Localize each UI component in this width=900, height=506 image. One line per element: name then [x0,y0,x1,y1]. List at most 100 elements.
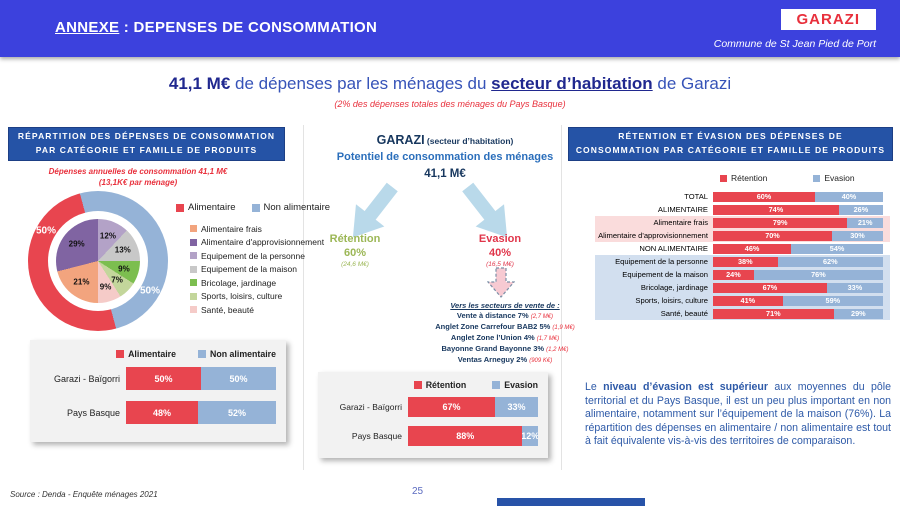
legend-label: Rétention [425,380,467,390]
main-subtitle: (2% des dépenses totales des ménages du … [334,99,566,109]
page-title: ANNEXE : DEPENSES DE CONSOMMATION [55,19,377,36]
row-label: ALIMENTAIRE [657,205,708,214]
commune-subtitle: Commune de St Jean Pied de Port [713,38,876,50]
commentary-text: Le niveau d’évasion est supérieur aux mo… [585,381,891,449]
legend-item-alimentaire-frais: Alimentaire frais [190,222,330,236]
bar-segment-retention: 67% [713,282,827,293]
bar-row-label: Pays Basque [351,431,402,441]
destination-line: Vente à distance 7% (2,7 M€) [430,311,580,322]
stacked-bar: 70% 30% [713,230,883,241]
donut-chart: 12% 13% 9% 7% 9% 21% 29% 50% 50% [28,191,168,331]
evasion-pct: 40% [488,247,512,259]
bar-segment-retention: 74% [713,204,839,215]
table-row: Equipement de la maison 24% 76% [595,268,890,281]
title-highlight: secteur d’habitation [491,74,653,93]
legend-swatch-icon [492,381,501,389]
header-bar: ANNEXE : DEPENSES DE CONSOMMATION GARAZI… [0,0,900,57]
page-title-rest: : DEPENSES DE CONSOMMATION [119,19,378,36]
bar-value: 33% [847,283,863,292]
bar-segment-retention: 41% [713,295,783,306]
stacked-bar: 88% 12% [408,426,538,446]
destination-amount: (1,2 M€) [546,347,569,353]
row-label: TOTAL [684,192,708,201]
stacked-bar: 48% 52% [126,401,276,424]
bar-segment-retention: 70% [713,230,832,241]
legend-label: Evasion [824,173,855,183]
stacked-bar: 67% 33% [713,282,883,293]
row-label: Santé, beauté [660,309,708,318]
bar-segment-evasion: 33% [495,397,538,417]
bar-segment-retention: 79% [713,217,848,228]
annexe-label: ANNEXE [55,19,120,36]
destination-name: Ventas Arneguy 2% [457,355,530,364]
retention-amount: (24,6 M€) [341,261,369,268]
legend-item-retention: Rétention [720,173,767,183]
destination-amount: (909 K€) [529,358,553,364]
bar-segment-retention: 88% [408,426,523,446]
column-divider [303,125,304,470]
legend-item-equipement-maison: Equipement de la maison [190,263,330,277]
bar-value: 54% [829,244,845,253]
bar-value: 40% [841,192,857,201]
evasion-amount: (16,5 M€) [486,261,514,268]
bar-value: 79% [772,218,788,227]
row-label: Bricolage, jardinage [640,283,708,292]
bar-value: 30% [850,231,865,240]
bar-value: 70% [765,231,780,240]
legend-swatch-icon [198,350,206,358]
stacked-bar: 38% 62% [713,256,883,267]
stacked-bar: 74% 26% [713,204,883,215]
table-row: Sports, loisirs, culture 41% 59% [595,294,890,307]
bar-segment-evasion: 76% [753,269,883,280]
legend-item-non-alimentaire: Non alimentaire [198,349,276,359]
bar-value: 46% [744,244,760,253]
legend-item-alimentaire: Alimentaire [176,202,236,213]
row-label: Alimentaire d'approvisionnement [598,231,708,240]
bar-value: 71% [766,309,781,318]
bar-value: 38% [737,257,753,266]
dashed-down-arrow-icon [486,267,516,304]
bar-segment-retention: 38% [713,256,778,267]
destination-amount: (1,7 M€) [536,336,560,342]
legend-label: Evasion [504,380,538,390]
bar-value: 50% [154,373,173,384]
evasion-block: Evasion 40% (16,5 M€) [460,233,540,268]
row-label: Alimentaire frais [653,218,708,227]
ring-label-alimentaire: 50% [35,225,57,237]
pie-slice-label: 7% [111,275,123,285]
bar-segment-retention: 24% [713,269,754,280]
destination-name: Bayonne Grand Bayonne 3% [441,344,547,353]
bar-segment-evasion: 12% [522,426,538,446]
bar-value: 41% [740,296,756,305]
table-row: TOTAL 60% 40% [595,190,890,203]
legend-swatch-icon [413,381,422,389]
retention-block: Rétention 60% (24,6 M€) [315,233,395,268]
stacked-bar: 24% 76% [713,269,883,280]
row-label: NON ALIMENTAIRE [639,244,708,253]
down-right-arrow-icon [452,175,524,252]
garazi-name: GARAZI [376,133,425,147]
pie-legend-sub: Alimentaire frais Alimentaire d'approvis… [190,222,330,317]
row-label: Equipement de la personne [615,257,708,266]
bar-value: 62% [822,257,838,266]
bar-row-label: Garazi - Baïgorri [339,402,402,412]
legend-label: Alimentaire frais [201,223,262,234]
bar-segment-alimentaire: 48% [126,401,198,424]
legend-item-evasion: Evasion [492,380,538,390]
legend-swatch-icon [190,238,197,246]
destination-amount: (1,9 M€) [552,325,575,331]
legend-item-sante: Santé, beauté [190,303,330,317]
stacked-bar: 41% 59% [713,295,883,306]
row-label: Equipement de la maison [622,270,708,279]
bar-segment-retention: 60% [713,191,815,202]
main-title: 41,1 M€ de dépenses par les ménages du s… [0,74,900,94]
chart-legend: Rétention Evasion [720,173,890,183]
bar-value: 60% [756,192,772,201]
commentary-bold: niveau d’évasion est supérieur [603,381,769,393]
pie-legend: Alimentaire Non alimentaire Alimentaire … [176,202,330,317]
legend-swatch-icon [190,265,197,273]
bar-value: 26% [853,205,869,214]
pie-slice-label: 29% [68,239,85,249]
title-amount: 41,1 M€ [168,74,231,93]
stacked-bar: 60% 40% [713,191,883,202]
